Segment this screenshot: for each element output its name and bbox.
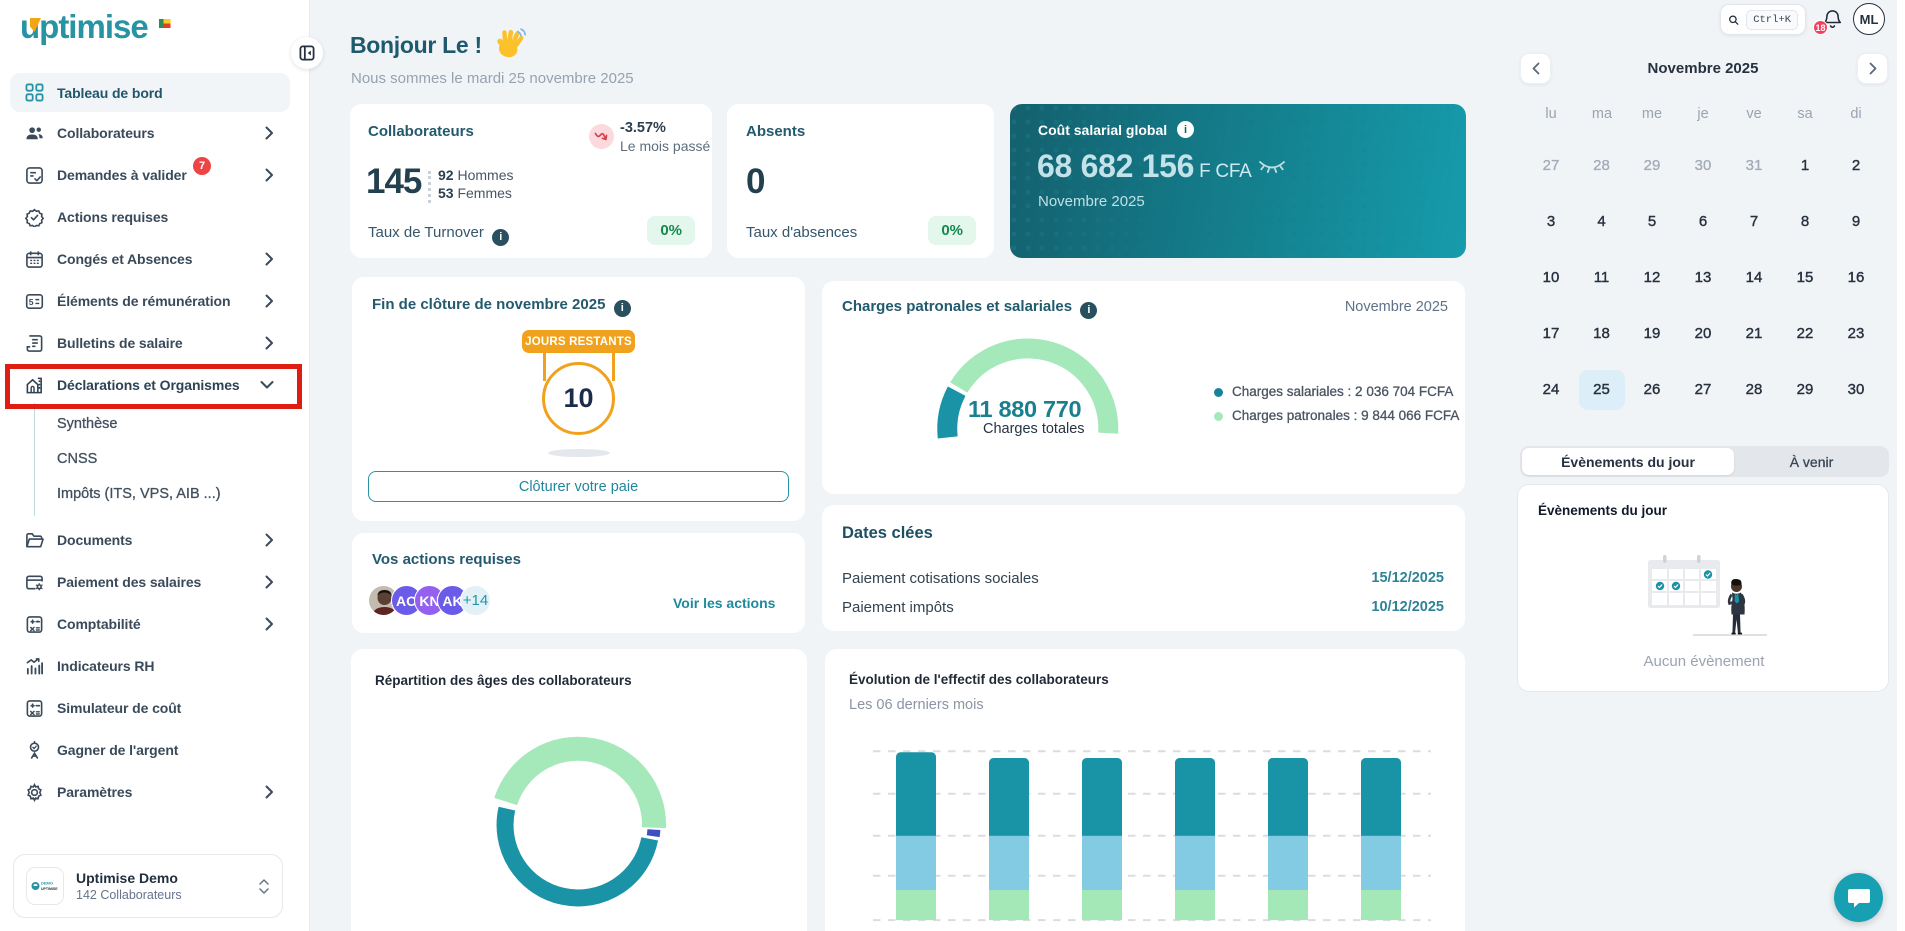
svg-text:DEMO: DEMO [41, 881, 53, 886]
svg-text:uptimise: uptimise [20, 8, 148, 45]
svg-text:5: 5 [29, 296, 34, 306]
svg-text:UPTIMISE: UPTIMISE [41, 887, 58, 891]
